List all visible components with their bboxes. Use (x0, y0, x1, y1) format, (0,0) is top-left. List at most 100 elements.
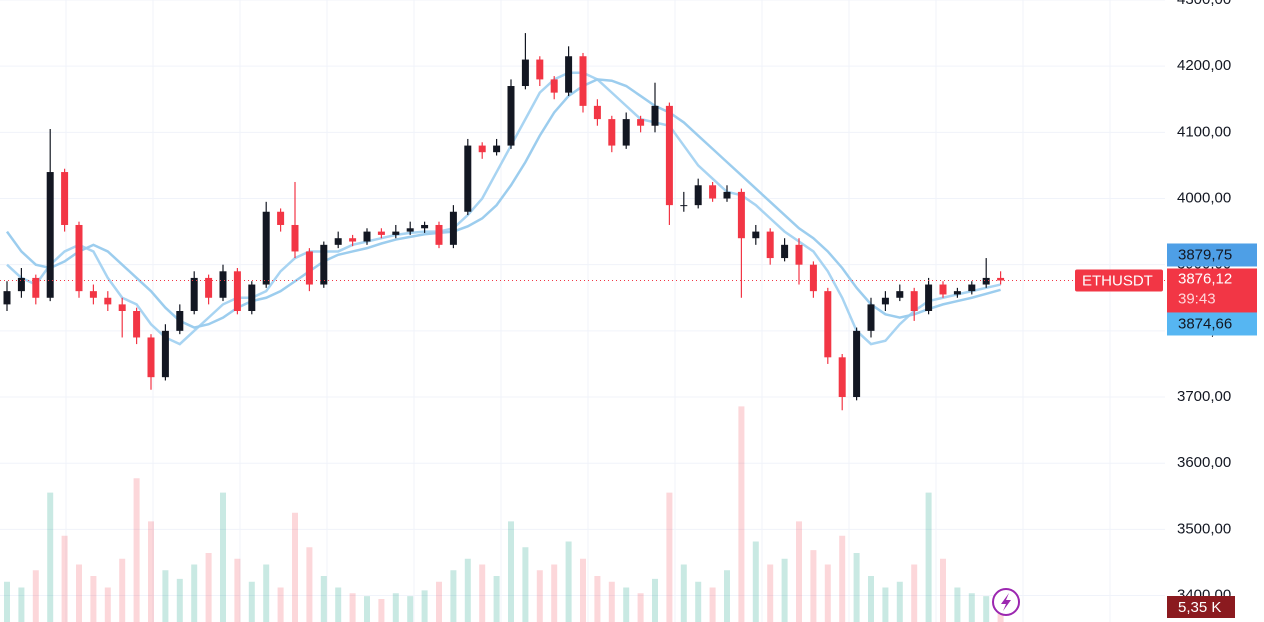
volume-bar (176, 578, 183, 622)
candle-body (75, 224, 83, 292)
volume-bar (522, 547, 529, 622)
bid-label: 3879,75 (1178, 246, 1232, 263)
candle-body (680, 205, 688, 207)
candle-body (478, 145, 486, 153)
y-tick-label: 3600,00 (1177, 454, 1231, 471)
volume-bar (594, 576, 601, 622)
candle-body (608, 119, 616, 146)
volume-bar (709, 587, 716, 622)
candle-body (521, 59, 529, 87)
grid (0, 0, 1165, 622)
volume-bar (220, 492, 226, 622)
y-tick-label: 4300,00 (1177, 0, 1231, 8)
candle-body (723, 191, 731, 199)
volume-bar (421, 590, 428, 622)
candle-body (565, 56, 573, 93)
candle-body (262, 211, 270, 285)
volume-bar (925, 492, 932, 622)
volume-bar (292, 512, 298, 622)
volume-bar (608, 581, 615, 622)
volume-bar (493, 576, 500, 622)
last-price-label: 3876,12 (1178, 270, 1232, 287)
volume-bar (839, 535, 846, 622)
y-tick-label: 4100,00 (1177, 123, 1231, 140)
candle-body (89, 291, 97, 298)
volume-bar (479, 564, 486, 622)
last-price-badge (1167, 268, 1257, 313)
candle-body (421, 224, 429, 229)
volume-bar (824, 564, 831, 622)
volume-bar (450, 570, 457, 622)
candle-body (838, 357, 846, 398)
volume-bar (407, 596, 414, 622)
moving-average-line (6, 71, 1001, 346)
candle-body (709, 185, 717, 199)
volume-bar (508, 521, 514, 622)
volume-bar (464, 558, 471, 622)
volume-bar (61, 535, 68, 622)
candle-body (233, 271, 241, 311)
candle-body (32, 277, 40, 298)
candle-body (997, 277, 1005, 281)
volume-pane (4, 406, 1004, 622)
volume-bar (752, 541, 759, 622)
volume-bar (767, 564, 774, 622)
candle-body (61, 172, 69, 225)
volume-bar (234, 558, 241, 622)
candle-body (867, 304, 875, 331)
volume-bar (4, 581, 10, 622)
volume-bar (335, 587, 342, 622)
candle-body (968, 284, 976, 292)
candle-body (435, 224, 443, 245)
candle-body (104, 297, 112, 305)
volume-bar (133, 478, 140, 622)
candle-body (824, 291, 832, 358)
candle-body (622, 119, 630, 146)
volume-bar (248, 581, 255, 622)
volume-bar (191, 564, 198, 622)
volume-bar (695, 581, 702, 622)
candle-body (910, 291, 918, 311)
volume-bar (277, 587, 284, 622)
candle-body (896, 291, 904, 298)
volume-bar (364, 596, 370, 622)
volume-bar (104, 587, 111, 622)
candle-body (291, 224, 299, 252)
candle-body (334, 238, 342, 245)
volume-bar (680, 564, 687, 622)
volume-bar (119, 558, 126, 622)
candle-body (147, 337, 155, 378)
countdown-label: 39:43 (1178, 290, 1216, 307)
volume-bar (810, 550, 817, 622)
candle-body (449, 211, 457, 245)
candle-body (781, 244, 789, 259)
volume-bar (796, 521, 802, 622)
volume-label: 5,35 K (1178, 599, 1221, 616)
candle-body (161, 330, 169, 378)
volume-bar (637, 593, 644, 622)
volume-bar (868, 576, 874, 622)
candle-body (277, 211, 285, 225)
candle-body (392, 231, 400, 235)
candle-body (17, 277, 25, 292)
candle-body (766, 231, 774, 259)
candle-body (536, 59, 544, 80)
lightning-icon[interactable] (992, 588, 1020, 616)
volume-bar (724, 570, 730, 622)
volume-bar (18, 587, 25, 622)
ask-badge (1167, 312, 1257, 336)
volume-bar (983, 596, 990, 622)
volume-bar (738, 406, 745, 622)
volume-bar (580, 558, 586, 622)
candle-body (651, 105, 659, 126)
candle-body (579, 56, 587, 106)
candle-body (248, 284, 256, 311)
candle-body (953, 291, 961, 295)
volume-bar (896, 581, 903, 622)
candle-body (377, 231, 385, 235)
volume-bar (954, 587, 961, 622)
volume-bar (882, 587, 889, 622)
candle-body (637, 119, 645, 126)
